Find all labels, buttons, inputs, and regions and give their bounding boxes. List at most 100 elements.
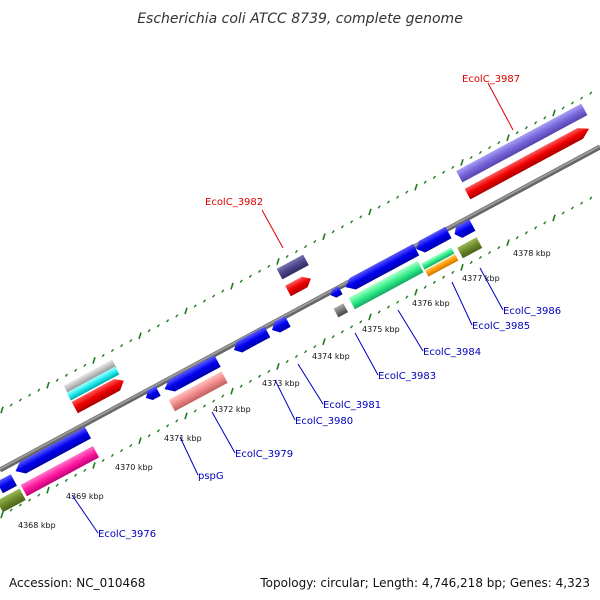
- gene-label[interactable]: EcolC_3981: [323, 400, 381, 411]
- lower-ruler-tick: [285, 359, 289, 364]
- scale-label: 4369 kbp: [66, 492, 104, 501]
- lower-ruler-tick: [230, 387, 234, 395]
- gene-label[interactable]: EcolC_3983: [378, 371, 436, 382]
- upper-ruler-tick: [524, 126, 528, 130]
- lower-ruler-tick: [18, 503, 22, 507]
- gene-blue-pspg[interactable]: [143, 386, 161, 402]
- upper-ruler-tick: [543, 116, 547, 120]
- lower-ruler-tick: [101, 458, 105, 463]
- lower-ruler-ticks: [0, 196, 593, 519]
- gene-cyan-left[interactable]: [66, 366, 120, 401]
- lower-ruler-tick: [110, 453, 114, 458]
- gene-green-3984[interactable]: [348, 260, 424, 310]
- gene-olive-edge[interactable]: [0, 488, 26, 513]
- gene-label[interactable]: EcolC_3976: [98, 529, 156, 540]
- gene-label[interactable]: EcolC_3979: [235, 449, 293, 460]
- lower-ruler-tick: [28, 498, 32, 502]
- gene-blue-3981b[interactable]: [231, 326, 271, 356]
- upper-ruler-tick: [74, 368, 78, 372]
- gene-blue-3977[interactable]: [13, 426, 92, 477]
- gene-blue-3983[interactable]: [329, 286, 343, 299]
- gene-green-3985[interactable]: [421, 247, 455, 270]
- lower-ruler-tick: [589, 196, 593, 200]
- upper-ruler-tick: [340, 225, 344, 229]
- upper-ruler-tick: [83, 363, 87, 368]
- gene-label-leader: [261, 209, 284, 249]
- lower-ruler-tick: [396, 300, 400, 304]
- upper-ruler-tick: [304, 244, 308, 249]
- upper-ruler-tick: [212, 294, 216, 298]
- upper-ruler-tick: [589, 91, 593, 95]
- lower-ruler-tick: [552, 214, 556, 222]
- upper-ruler-tick: [368, 208, 372, 216]
- upper-ruler-tick: [570, 101, 574, 105]
- upper-ruler-tick: [248, 274, 252, 278]
- gene-gray-3983[interactable]: [333, 303, 349, 318]
- gene-silver-left[interactable]: [63, 359, 117, 394]
- gene-blue-edge[interactable]: [0, 474, 17, 494]
- lower-ruler-tick: [184, 412, 188, 420]
- gene-blue-3985[interactable]: [414, 226, 452, 256]
- lower-ruler-tick: [368, 313, 372, 321]
- lower-ruler-tick: [0, 511, 4, 519]
- lower-ruler-tick: [322, 338, 326, 346]
- gene-label[interactable]: EcolC_3986: [503, 306, 561, 317]
- upper-ruler-tick: [313, 239, 317, 244]
- gene-label[interactable]: pspG: [198, 471, 224, 482]
- gene-ecolc-3988[interactable]: [464, 123, 592, 200]
- gene-label[interactable]: EcolC_3985: [472, 321, 530, 332]
- lower-ruler-tick: [570, 206, 574, 210]
- gene-label[interactable]: EcolC_3980: [295, 416, 353, 427]
- lower-ruler-tick: [294, 354, 298, 359]
- lower-ruler-tick: [442, 275, 446, 279]
- gene-red-left[interactable]: [71, 375, 127, 414]
- upper-ruler-tick: [405, 190, 409, 194]
- gene-orange-3985[interactable]: [425, 254, 459, 277]
- scale-labels: 4368 kbp 4369 kbp 4370 kbp 4371 kbp 4372 kbp…: [18, 249, 551, 530]
- gene-salmon-3979[interactable]: [168, 371, 228, 412]
- upper-ruler-tick: [267, 264, 271, 269]
- gene-ecolc-3982[interactable]: [276, 254, 309, 280]
- gene-label[interactable]: EcolC_3984: [423, 347, 481, 358]
- gene-blue-3981a[interactable]: [269, 316, 291, 335]
- gene-label-leader: [211, 411, 236, 454]
- lower-ruler-tick: [432, 280, 436, 284]
- lower-ruler-tick: [92, 461, 96, 469]
- upper-ruler-tick: [92, 356, 96, 364]
- lower-ruler-tick: [267, 369, 271, 374]
- upper-ruler-tick: [294, 249, 298, 254]
- gene-label[interactable]: EcolC_3987: [462, 74, 520, 85]
- gene-blue-3980[interactable]: [162, 355, 221, 395]
- lower-ruler-tick: [469, 260, 473, 265]
- gene-blue-3986a[interactable]: [452, 219, 476, 240]
- gene-label[interactable]: EcolC_3982: [205, 197, 263, 208]
- lower-ruler-tick: [405, 295, 409, 299]
- upper-ruler-tick: [432, 175, 436, 179]
- gene-ecolc-3982b[interactable]: [285, 273, 314, 297]
- reverse-gene-track: [0, 219, 483, 513]
- lower-ruler-tick: [460, 263, 464, 271]
- gene-blue-3984[interactable]: [343, 243, 420, 293]
- lower-ruler-tick: [37, 493, 41, 497]
- lower-ruler-tick: [580, 201, 584, 205]
- lower-ruler-tick: [202, 404, 206, 408]
- lower-ruler-tick: [423, 285, 427, 289]
- gene-label-leader: [274, 379, 296, 421]
- lower-ruler-tick: [534, 226, 538, 230]
- genome-summary-label: Topology: circular; Length: 4,746,218 bp…: [260, 576, 590, 590]
- gene-label-leader: [179, 436, 199, 476]
- gene-labels: EcolC_3987 EcolC_3982 EcolC_3986 EcolC_3985…: [71, 74, 561, 540]
- gene-ecolc-3987[interactable]: [456, 103, 588, 183]
- upper-ruler-tick: [442, 170, 446, 174]
- gene-pink-3976[interactable]: [20, 445, 100, 497]
- upper-ruler-tick: [184, 307, 188, 315]
- upper-ruler-tick: [423, 180, 427, 184]
- lower-ruler-tick: [9, 508, 13, 512]
- scale-label: 4376 kbp: [412, 299, 450, 308]
- lower-ruler-tick: [166, 424, 170, 428]
- scale-label: 4378 kbp: [513, 249, 551, 258]
- upper-ruler-tick: [129, 338, 133, 343]
- lower-ruler-tick: [276, 362, 280, 370]
- lower-ruler-tick: [120, 448, 124, 453]
- gene-olive-3986[interactable]: [457, 237, 483, 259]
